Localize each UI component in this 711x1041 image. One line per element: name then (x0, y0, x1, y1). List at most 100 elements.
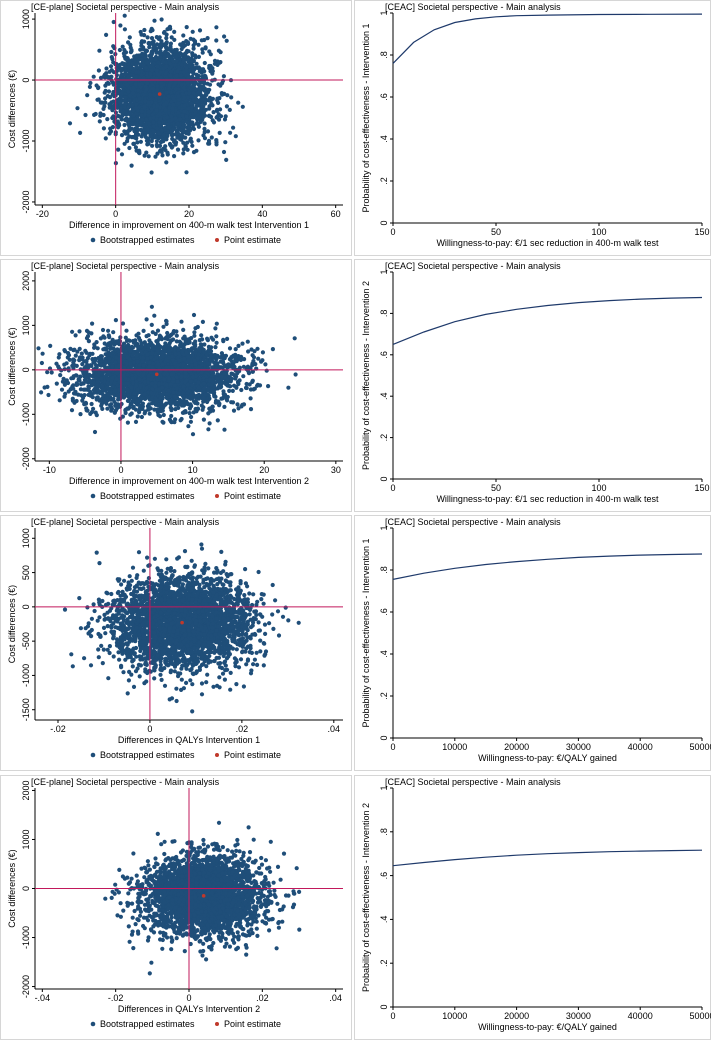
bootstrap-point (97, 49, 101, 53)
bootstrap-point (140, 132, 144, 136)
bootstrap-point (182, 110, 186, 114)
bootstrap-point (146, 100, 150, 104)
bootstrap-point (157, 132, 161, 136)
bootstrap-point (93, 430, 97, 434)
bootstrap-point (122, 51, 126, 55)
bootstrap-point (90, 322, 94, 326)
bootstrap-point (157, 121, 161, 125)
bootstrap-point (127, 98, 131, 102)
bootstrap-point (107, 82, 111, 86)
bootstrap-point (165, 77, 169, 81)
bootstrap-point (204, 46, 208, 50)
bootstrap-point (112, 99, 116, 103)
ce1-x-tick-label: 40 (257, 209, 267, 219)
bootstrap-point (218, 84, 222, 88)
bootstrap-point (159, 42, 163, 46)
bootstrap-point (152, 116, 156, 120)
bootstrap-point (58, 373, 62, 377)
bootstrap-point (215, 97, 219, 101)
bootstrap-point (137, 70, 141, 74)
ce2-bootstrap-points (36, 305, 297, 437)
bootstrap-point (104, 136, 108, 140)
bootstrap-point (189, 420, 193, 424)
bootstrap-point (196, 138, 200, 142)
bootstrap-point (164, 36, 168, 40)
bootstrap-point (123, 69, 127, 73)
ce1-y-label: Cost differences (€) (7, 70, 17, 148)
bootstrap-point (111, 60, 115, 64)
ce2-y-tick-label: 1000 (21, 315, 31, 335)
bootstrap-point (179, 320, 183, 324)
bootstrap-point (119, 79, 123, 83)
bootstrap-point (207, 98, 211, 102)
bootstrap-point (120, 402, 124, 406)
bootstrap-point (103, 336, 107, 340)
bootstrap-point (155, 126, 159, 130)
bootstrap-point (194, 149, 198, 153)
bootstrap-point (128, 126, 132, 130)
bootstrap-point (105, 117, 109, 121)
ce2-x-tick-label: 10 (188, 465, 198, 475)
bootstrap-point (125, 112, 129, 116)
bootstrap-point (180, 113, 184, 117)
bootstrap-point (100, 407, 104, 411)
bootstrap-point (231, 126, 235, 130)
bootstrap-point (215, 322, 219, 326)
bootstrap-point (129, 50, 133, 54)
bootstrap-point (181, 33, 185, 37)
bootstrap-point (182, 95, 186, 99)
bootstrap-point (294, 372, 298, 376)
bootstrap-point (214, 38, 218, 42)
bootstrap-point (157, 97, 161, 101)
bootstrap-point (117, 123, 121, 127)
bootstrap-point (164, 72, 168, 76)
bootstrap-point (134, 134, 138, 138)
bootstrap-point (109, 129, 113, 133)
bootstrap-point (104, 66, 108, 70)
bootstrap-point (186, 42, 190, 46)
bootstrap-point (164, 160, 168, 164)
bootstrap-point (114, 89, 118, 93)
bootstrap-point (137, 96, 141, 100)
bootstrap-point (160, 17, 164, 21)
bootstrap-point (222, 34, 226, 38)
bootstrap-point (74, 333, 78, 337)
bootstrap-point (171, 107, 175, 111)
bootstrap-point (111, 125, 115, 129)
bootstrap-point (183, 335, 187, 339)
bootstrap-point (120, 114, 124, 118)
bootstrap-point (111, 114, 115, 118)
ce2-x-tick-label: -10 (43, 465, 56, 475)
bootstrap-point (98, 119, 102, 123)
bootstrap-point (172, 154, 176, 158)
bootstrap-point (189, 137, 193, 141)
bootstrap-point (95, 340, 99, 344)
bootstrap-point (175, 70, 179, 74)
bootstrap-point (74, 354, 78, 358)
ceac1-x-tick-label: 50 (491, 227, 501, 237)
bootstrap-point (83, 113, 87, 117)
bootstrap-point (171, 96, 175, 100)
bootstrap-point (185, 49, 189, 53)
ce1-legend-point-label: Point estimate (224, 235, 281, 245)
bootstrap-point (131, 108, 135, 112)
ce2-y-tick-label: -1000 (21, 403, 31, 426)
bootstrap-point (128, 93, 132, 97)
bootstrap-point (224, 158, 228, 162)
bootstrap-point (90, 402, 94, 406)
bootstrap-point (231, 389, 235, 393)
bootstrap-point (158, 112, 162, 116)
bootstrap-point (225, 104, 229, 108)
bootstrap-point (232, 409, 236, 413)
bootstrap-point (155, 108, 159, 112)
bootstrap-point (187, 62, 191, 66)
ceac1-y-tick-label: 1 (379, 10, 389, 15)
bootstrap-point (97, 68, 101, 72)
bootstrap-point (201, 67, 205, 71)
bootstrap-point (124, 336, 128, 340)
bootstrap-point (123, 27, 127, 31)
bootstrap-point (192, 127, 196, 131)
ce2-x-tick-label: 30 (331, 465, 341, 475)
bootstrap-point (45, 370, 49, 374)
bootstrap-point (151, 120, 155, 124)
